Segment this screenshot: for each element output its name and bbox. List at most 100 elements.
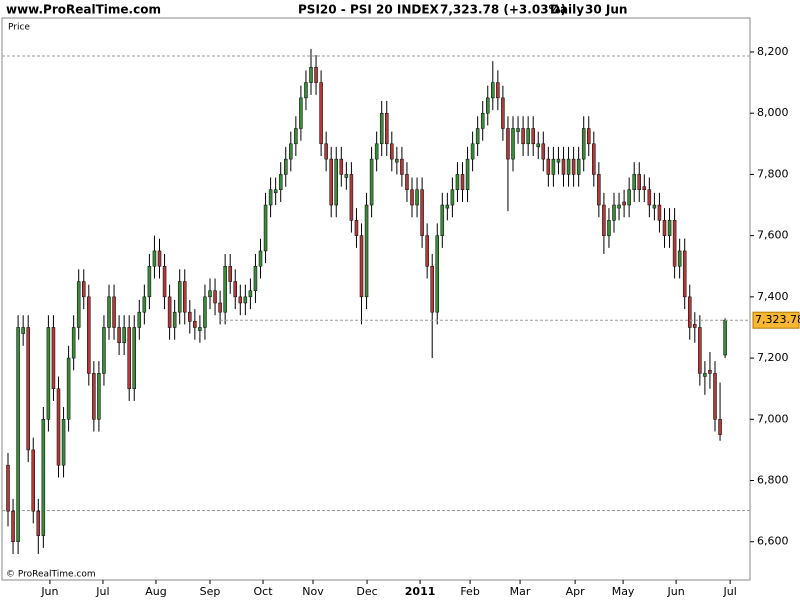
candle-body	[294, 128, 298, 145]
candle-body	[51, 327, 56, 389]
candle-body	[450, 189, 455, 206]
candle-body	[152, 250, 157, 267]
candle-body	[445, 204, 450, 209]
candle-body	[521, 128, 525, 145]
candle-body	[319, 82, 323, 145]
candle-body	[693, 324, 697, 328]
copyright: © ProRealTime.com	[6, 570, 96, 580]
candle-body	[556, 158, 561, 163]
candle-body	[132, 327, 136, 389]
candle-body	[112, 296, 116, 328]
candle-body	[278, 174, 283, 190]
candle-body	[273, 189, 278, 194]
candle-body	[167, 296, 172, 328]
candle-body	[142, 296, 147, 313]
candle-body	[11, 510, 15, 542]
candle-body	[193, 321, 197, 328]
candle-body	[147, 265, 152, 298]
candle-body	[248, 290, 253, 298]
site: www.ProRealTime.com	[6, 3, 161, 17]
candle-body	[354, 220, 359, 236]
candle-body	[682, 250, 687, 298]
candle-body	[657, 204, 662, 221]
candle-body	[208, 290, 212, 298]
candle-body	[390, 143, 394, 160]
candle-body	[364, 204, 369, 298]
x-tick-label: Dec	[356, 585, 377, 598]
candle-body	[652, 204, 657, 209]
candle-body	[268, 189, 273, 206]
last-price-label: 7,323.78	[755, 313, 800, 326]
candle-body	[183, 281, 187, 313]
candle-body	[592, 143, 596, 175]
candle-body	[117, 327, 121, 344]
candle-body	[263, 204, 268, 252]
candle-body	[223, 265, 227, 313]
candle-body	[36, 510, 41, 536]
candle-body	[339, 158, 344, 175]
candle-body	[137, 311, 142, 328]
candle-body	[329, 158, 333, 206]
candle-body	[698, 327, 702, 374]
x-tick-label: Oct	[254, 585, 274, 598]
y-tick-label: 8,200	[757, 45, 789, 58]
candle-body	[379, 112, 384, 145]
candle-body	[723, 319, 727, 356]
candle-body	[602, 204, 606, 236]
candle-body	[460, 174, 465, 190]
candle-body	[304, 82, 308, 99]
candle-body	[576, 158, 581, 175]
candle-body	[486, 97, 490, 114]
candle-body	[258, 250, 263, 267]
candle-body	[516, 128, 520, 132]
candle-body	[172, 311, 177, 328]
candle-body	[177, 281, 182, 313]
candle-body	[228, 265, 232, 282]
candle-body	[21, 327, 25, 334]
candle-body	[672, 220, 677, 267]
candle-body	[233, 281, 237, 298]
candle-body	[87, 296, 91, 374]
candle-body	[435, 235, 439, 313]
date: 30 Jun	[585, 3, 627, 17]
candle-body	[561, 158, 566, 175]
candle-body	[551, 158, 556, 175]
candle-body	[511, 128, 515, 160]
x-tick-label: Apr	[566, 585, 586, 598]
panel-label: Price	[8, 23, 30, 33]
candle-body	[627, 189, 631, 206]
candle-body	[571, 158, 576, 175]
y-tick-label: 7,200	[757, 351, 789, 364]
x-tick-label: Aug	[145, 585, 166, 598]
candle-body	[415, 189, 419, 206]
candle-body	[546, 158, 551, 175]
x-tick-label: Mar	[510, 585, 531, 598]
candle-body	[41, 419, 46, 536]
candle-body	[597, 174, 601, 206]
candle-body	[496, 82, 500, 99]
candle-body	[420, 189, 424, 236]
candle-body	[107, 296, 111, 328]
candle-body	[718, 419, 722, 435]
period: Daily	[550, 3, 584, 17]
candle-body	[475, 128, 480, 145]
x-tick-label: Jun	[40, 585, 58, 598]
x-tick-label: 2011	[405, 585, 436, 598]
candle-body	[637, 174, 641, 190]
candle-body	[647, 189, 652, 206]
candle-body	[400, 158, 404, 175]
candle-body	[667, 220, 672, 236]
candle-body	[218, 302, 222, 313]
candle-body	[213, 290, 217, 304]
candle-body	[284, 158, 288, 175]
candle-body	[480, 112, 485, 129]
candle-body	[71, 327, 76, 359]
candle-body	[531, 128, 535, 145]
candle-body	[253, 265, 258, 291]
candle-body	[566, 158, 571, 175]
candle-body	[66, 357, 71, 420]
x-tick-label: Nov	[302, 585, 324, 598]
candle-body	[309, 67, 313, 83]
candle-body	[314, 67, 318, 83]
chart-title: PSI20 - PSI 20 INDEX	[298, 3, 440, 17]
